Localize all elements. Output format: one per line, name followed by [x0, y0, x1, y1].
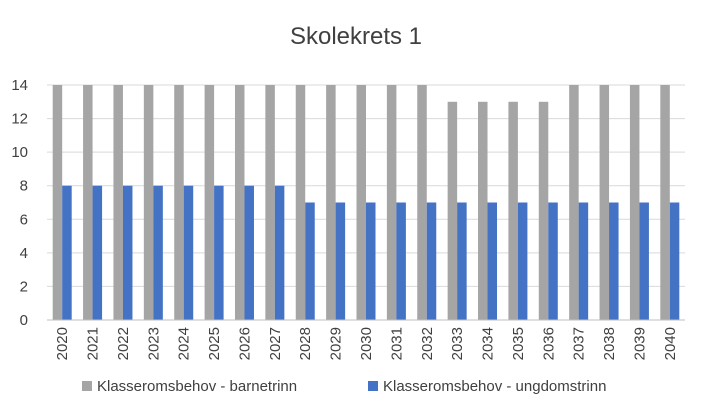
y-tick-label: 14: [11, 77, 28, 94]
x-tick-label: 2020: [54, 327, 71, 360]
bar-ungdomstrinn-2030: [366, 202, 376, 320]
x-tick-label: 2035: [510, 327, 527, 360]
bar-barnetrinn-2038: [599, 85, 610, 320]
x-tick-label: 2039: [631, 327, 648, 360]
x-tick-label: 2038: [601, 327, 618, 360]
bar-barnetrinn-2032: [417, 85, 427, 320]
bar-barnetrinn-2028: [295, 85, 306, 320]
bar-ungdomstrinn-2023: [153, 185, 163, 320]
bar-ungdomstrinn-2037: [578, 202, 589, 320]
bar-ungdomstrinn-2031: [396, 202, 406, 320]
x-tick-label: 2033: [449, 327, 466, 360]
x-tick-label: 2022: [115, 327, 132, 360]
bar-barnetrinn-2020: [52, 85, 63, 320]
x-tick-label: 2024: [176, 327, 193, 360]
bar-ungdomstrinn-2035: [517, 202, 528, 320]
x-tick-label: 2040: [662, 327, 679, 360]
bar-ungdomstrinn-2039: [639, 202, 649, 320]
x-tick-label: 2032: [419, 327, 436, 360]
bar-barnetrinn-2027: [265, 85, 275, 320]
bar-ungdomstrinn-2022: [122, 185, 133, 320]
x-tick-label: 2026: [236, 327, 253, 360]
y-tick-label: 4: [20, 245, 28, 262]
x-tick-label: 2036: [540, 327, 557, 360]
y-axis-ticks: 0 2 4 6 8 10 12 14: [11, 77, 28, 329]
x-tick-label: 2034: [480, 327, 497, 360]
bar-barnetrinn-2025: [204, 85, 215, 320]
bar-ungdomstrinn-2027: [274, 185, 285, 320]
bars: [52, 85, 680, 321]
bar-barnetrinn-2035: [508, 101, 518, 321]
bar-ungdomstrinn-2024: [183, 185, 194, 320]
bar-ungdomstrinn-2038: [609, 202, 619, 320]
bar-barnetrinn-2021: [83, 85, 93, 320]
y-tick-label: 0: [20, 312, 28, 329]
bar-barnetrinn-2030: [356, 85, 366, 320]
bar-ungdomstrinn-2021: [92, 185, 103, 320]
x-tick-label: 2027: [267, 327, 284, 360]
bar-ungdomstrinn-2029: [335, 202, 346, 320]
x-tick-label: 2030: [358, 327, 375, 360]
bar-barnetrinn-2026: [234, 85, 245, 320]
y-tick-label: 10: [11, 144, 28, 161]
bar-ungdomstrinn-2033: [457, 202, 467, 320]
bar-barnetrinn-2031: [386, 85, 397, 320]
y-tick-label: 2: [20, 278, 28, 295]
chart-title: Skolekrets 1: [290, 23, 422, 50]
x-tick-label: 2023: [145, 327, 162, 360]
legend: Klasseromsbehov - barnetrinn Klasseromsbe…: [82, 378, 606, 395]
bar-ungdomstrinn-2026: [244, 185, 254, 320]
y-tick-label: 12: [11, 111, 28, 128]
bar-barnetrinn-2036: [538, 101, 549, 321]
bar-ungdomstrinn-2034: [487, 202, 498, 320]
y-tick-label: 6: [20, 211, 28, 228]
bar-barnetrinn-2040: [660, 85, 670, 320]
bar-ungdomstrinn-2025: [214, 185, 224, 320]
legend-swatch: [82, 381, 92, 391]
x-tick-label: 2029: [328, 327, 345, 360]
bar-barnetrinn-2034: [478, 101, 488, 321]
bar-barnetrinn-2023: [143, 85, 154, 320]
x-tick-label: 2037: [571, 327, 588, 360]
x-tick-label: 2028: [297, 327, 314, 360]
bar-barnetrinn-2029: [326, 85, 336, 320]
bar-barnetrinn-2033: [447, 101, 458, 321]
bar-ungdomstrinn-2032: [426, 202, 437, 320]
x-tick-label: 2025: [206, 327, 223, 360]
x-tick-label: 2021: [85, 327, 102, 360]
bar-barnetrinn-2039: [629, 85, 640, 320]
bar-ungdomstrinn-2040: [669, 202, 680, 320]
bar-barnetrinn-2024: [174, 85, 184, 320]
legend-label: Klasseromsbehov - ungdomstrinn: [383, 378, 606, 395]
bar-ungdomstrinn-2020: [62, 185, 72, 320]
x-tick-label: 2031: [388, 327, 405, 360]
bar-barnetrinn-2022: [113, 85, 123, 320]
bar-barnetrinn-2037: [569, 85, 579, 320]
legend-swatch: [368, 381, 378, 391]
bar-ungdomstrinn-2036: [548, 202, 558, 320]
legend-label: Klasseromsbehov - barnetrinn: [97, 378, 297, 395]
x-axis-ticks: 2020 2021 2022 2023 2024 2025 2026 2027 2028 2029…: [54, 327, 679, 360]
y-tick-label: 8: [20, 178, 28, 195]
bar-ungdomstrinn-2028: [305, 202, 315, 320]
